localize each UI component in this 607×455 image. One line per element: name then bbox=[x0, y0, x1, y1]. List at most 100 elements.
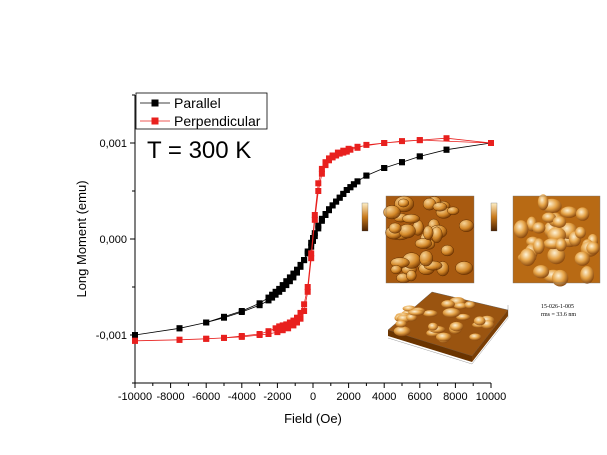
afm-grain bbox=[432, 202, 448, 212]
afm-3d-grain bbox=[395, 320, 407, 328]
x-tick-label: 2000 bbox=[336, 391, 360, 403]
perpendicular-point bbox=[340, 147, 347, 154]
afm-3d-grain bbox=[436, 332, 452, 342]
afm-3d-grains bbox=[393, 297, 495, 343]
afm-grain bbox=[422, 225, 434, 241]
perpendicular-point bbox=[304, 288, 311, 295]
parallel-point bbox=[176, 325, 183, 332]
afm-inset-deflection bbox=[361, 195, 475, 284]
y-axis-ticks: -0,001 0,000 0,001 bbox=[96, 94, 135, 384]
perpendicular-point bbox=[256, 331, 263, 337]
perpendicular-point bbox=[203, 335, 210, 342]
x-tick-label: 4000 bbox=[372, 391, 396, 403]
afm-3d-grain bbox=[456, 313, 471, 321]
perpendicular-point bbox=[488, 140, 494, 146]
parallel-point bbox=[203, 319, 210, 326]
afm-grain bbox=[575, 207, 590, 221]
afm-sample-id: 15-026-1-005 bbox=[541, 304, 574, 310]
parallel-point bbox=[329, 202, 336, 209]
afm-3d-grain bbox=[453, 302, 468, 310]
parallel-point bbox=[269, 291, 276, 298]
afm-grain bbox=[542, 212, 556, 223]
afm-3d-grain bbox=[423, 310, 438, 317]
temperature-annotation: T = 300 K bbox=[147, 137, 251, 164]
parallel-point bbox=[294, 266, 300, 273]
afm-3d-grain bbox=[469, 333, 482, 341]
x-axis-title: Field (Oe) bbox=[284, 411, 342, 426]
perpendicular-point bbox=[322, 159, 329, 166]
afm-3d-grain bbox=[408, 309, 425, 316]
perpendicular-point bbox=[311, 216, 318, 223]
parallel-point bbox=[286, 274, 293, 281]
perpendicular-point bbox=[238, 333, 245, 339]
x-tick-label: -4000 bbox=[228, 391, 256, 403]
perpendicular-point bbox=[274, 329, 281, 336]
afm-3d-grain bbox=[473, 316, 486, 326]
parallel-point bbox=[132, 332, 138, 338]
afm-grain bbox=[383, 205, 401, 220]
perpendicular-point bbox=[315, 188, 322, 194]
perpendicular-point bbox=[294, 319, 300, 326]
perpendicular-point bbox=[326, 155, 332, 162]
y-tick-label: 0,001 bbox=[99, 138, 127, 150]
afm-grain bbox=[458, 219, 474, 232]
perpendicular-point bbox=[176, 336, 183, 343]
afm-grain bbox=[440, 244, 454, 257]
x-tick-label: 8000 bbox=[443, 391, 467, 403]
parallel-point bbox=[283, 278, 290, 285]
parallel-point bbox=[443, 146, 450, 153]
parallel-point bbox=[416, 153, 423, 160]
perpendicular-point bbox=[304, 284, 311, 290]
parallel-point bbox=[326, 207, 332, 214]
y-tick-label: 0,000 bbox=[99, 234, 127, 246]
parallel-point bbox=[265, 294, 272, 301]
perpendicular-point bbox=[276, 323, 283, 330]
perpendicular-point bbox=[294, 314, 300, 321]
perpendicular-point bbox=[297, 315, 304, 322]
x-tick-label: -8000 bbox=[157, 391, 185, 403]
afm-grain bbox=[388, 222, 402, 234]
perpendicular-point bbox=[265, 328, 272, 335]
parallel-point bbox=[286, 278, 293, 285]
perpendicular-markers bbox=[132, 135, 494, 344]
afm-grain bbox=[532, 222, 546, 234]
perpendicular-point bbox=[315, 180, 322, 187]
perpendicular-point bbox=[279, 322, 286, 329]
parallel-point bbox=[354, 178, 361, 185]
perpendicular-point bbox=[308, 250, 315, 257]
perpendicular-point bbox=[286, 319, 293, 326]
perpendicular-point bbox=[272, 325, 279, 332]
x-tick-label: -2000 bbox=[263, 391, 291, 403]
perpendicular-point bbox=[416, 137, 423, 144]
parallel-point bbox=[318, 217, 325, 224]
perpendicular-point bbox=[311, 212, 318, 218]
parallel-point bbox=[350, 181, 357, 188]
perpendicular-point bbox=[443, 135, 450, 142]
legend-parallel-marker bbox=[151, 99, 159, 107]
parallel-point bbox=[297, 261, 304, 268]
parallel-point bbox=[256, 300, 263, 307]
parallel-point bbox=[279, 285, 286, 292]
afm-3d-grain bbox=[449, 321, 464, 332]
afm-grain bbox=[533, 265, 550, 279]
perpendicular-point bbox=[283, 321, 290, 328]
afm-grain bbox=[455, 261, 474, 275]
afm-grain bbox=[555, 238, 567, 252]
afm-grain bbox=[419, 250, 434, 267]
perpendicular-point bbox=[354, 143, 361, 150]
afm-inset-height bbox=[490, 194, 601, 287]
parallel-point bbox=[340, 190, 347, 197]
afm-3d-grain bbox=[464, 301, 476, 309]
parallel-point bbox=[221, 313, 227, 320]
afm-grain bbox=[575, 226, 586, 239]
y-axis-title: Long Moment (emu) bbox=[74, 180, 89, 297]
parallel-point bbox=[272, 288, 279, 295]
parallel-point bbox=[347, 184, 354, 191]
afm-grain bbox=[551, 269, 569, 287]
parallel-point bbox=[311, 233, 318, 240]
perpendicular-point bbox=[308, 255, 315, 262]
y-tick-label: -0,001 bbox=[96, 330, 127, 342]
series-perpendicular bbox=[132, 135, 494, 344]
afm-grain bbox=[397, 198, 410, 208]
